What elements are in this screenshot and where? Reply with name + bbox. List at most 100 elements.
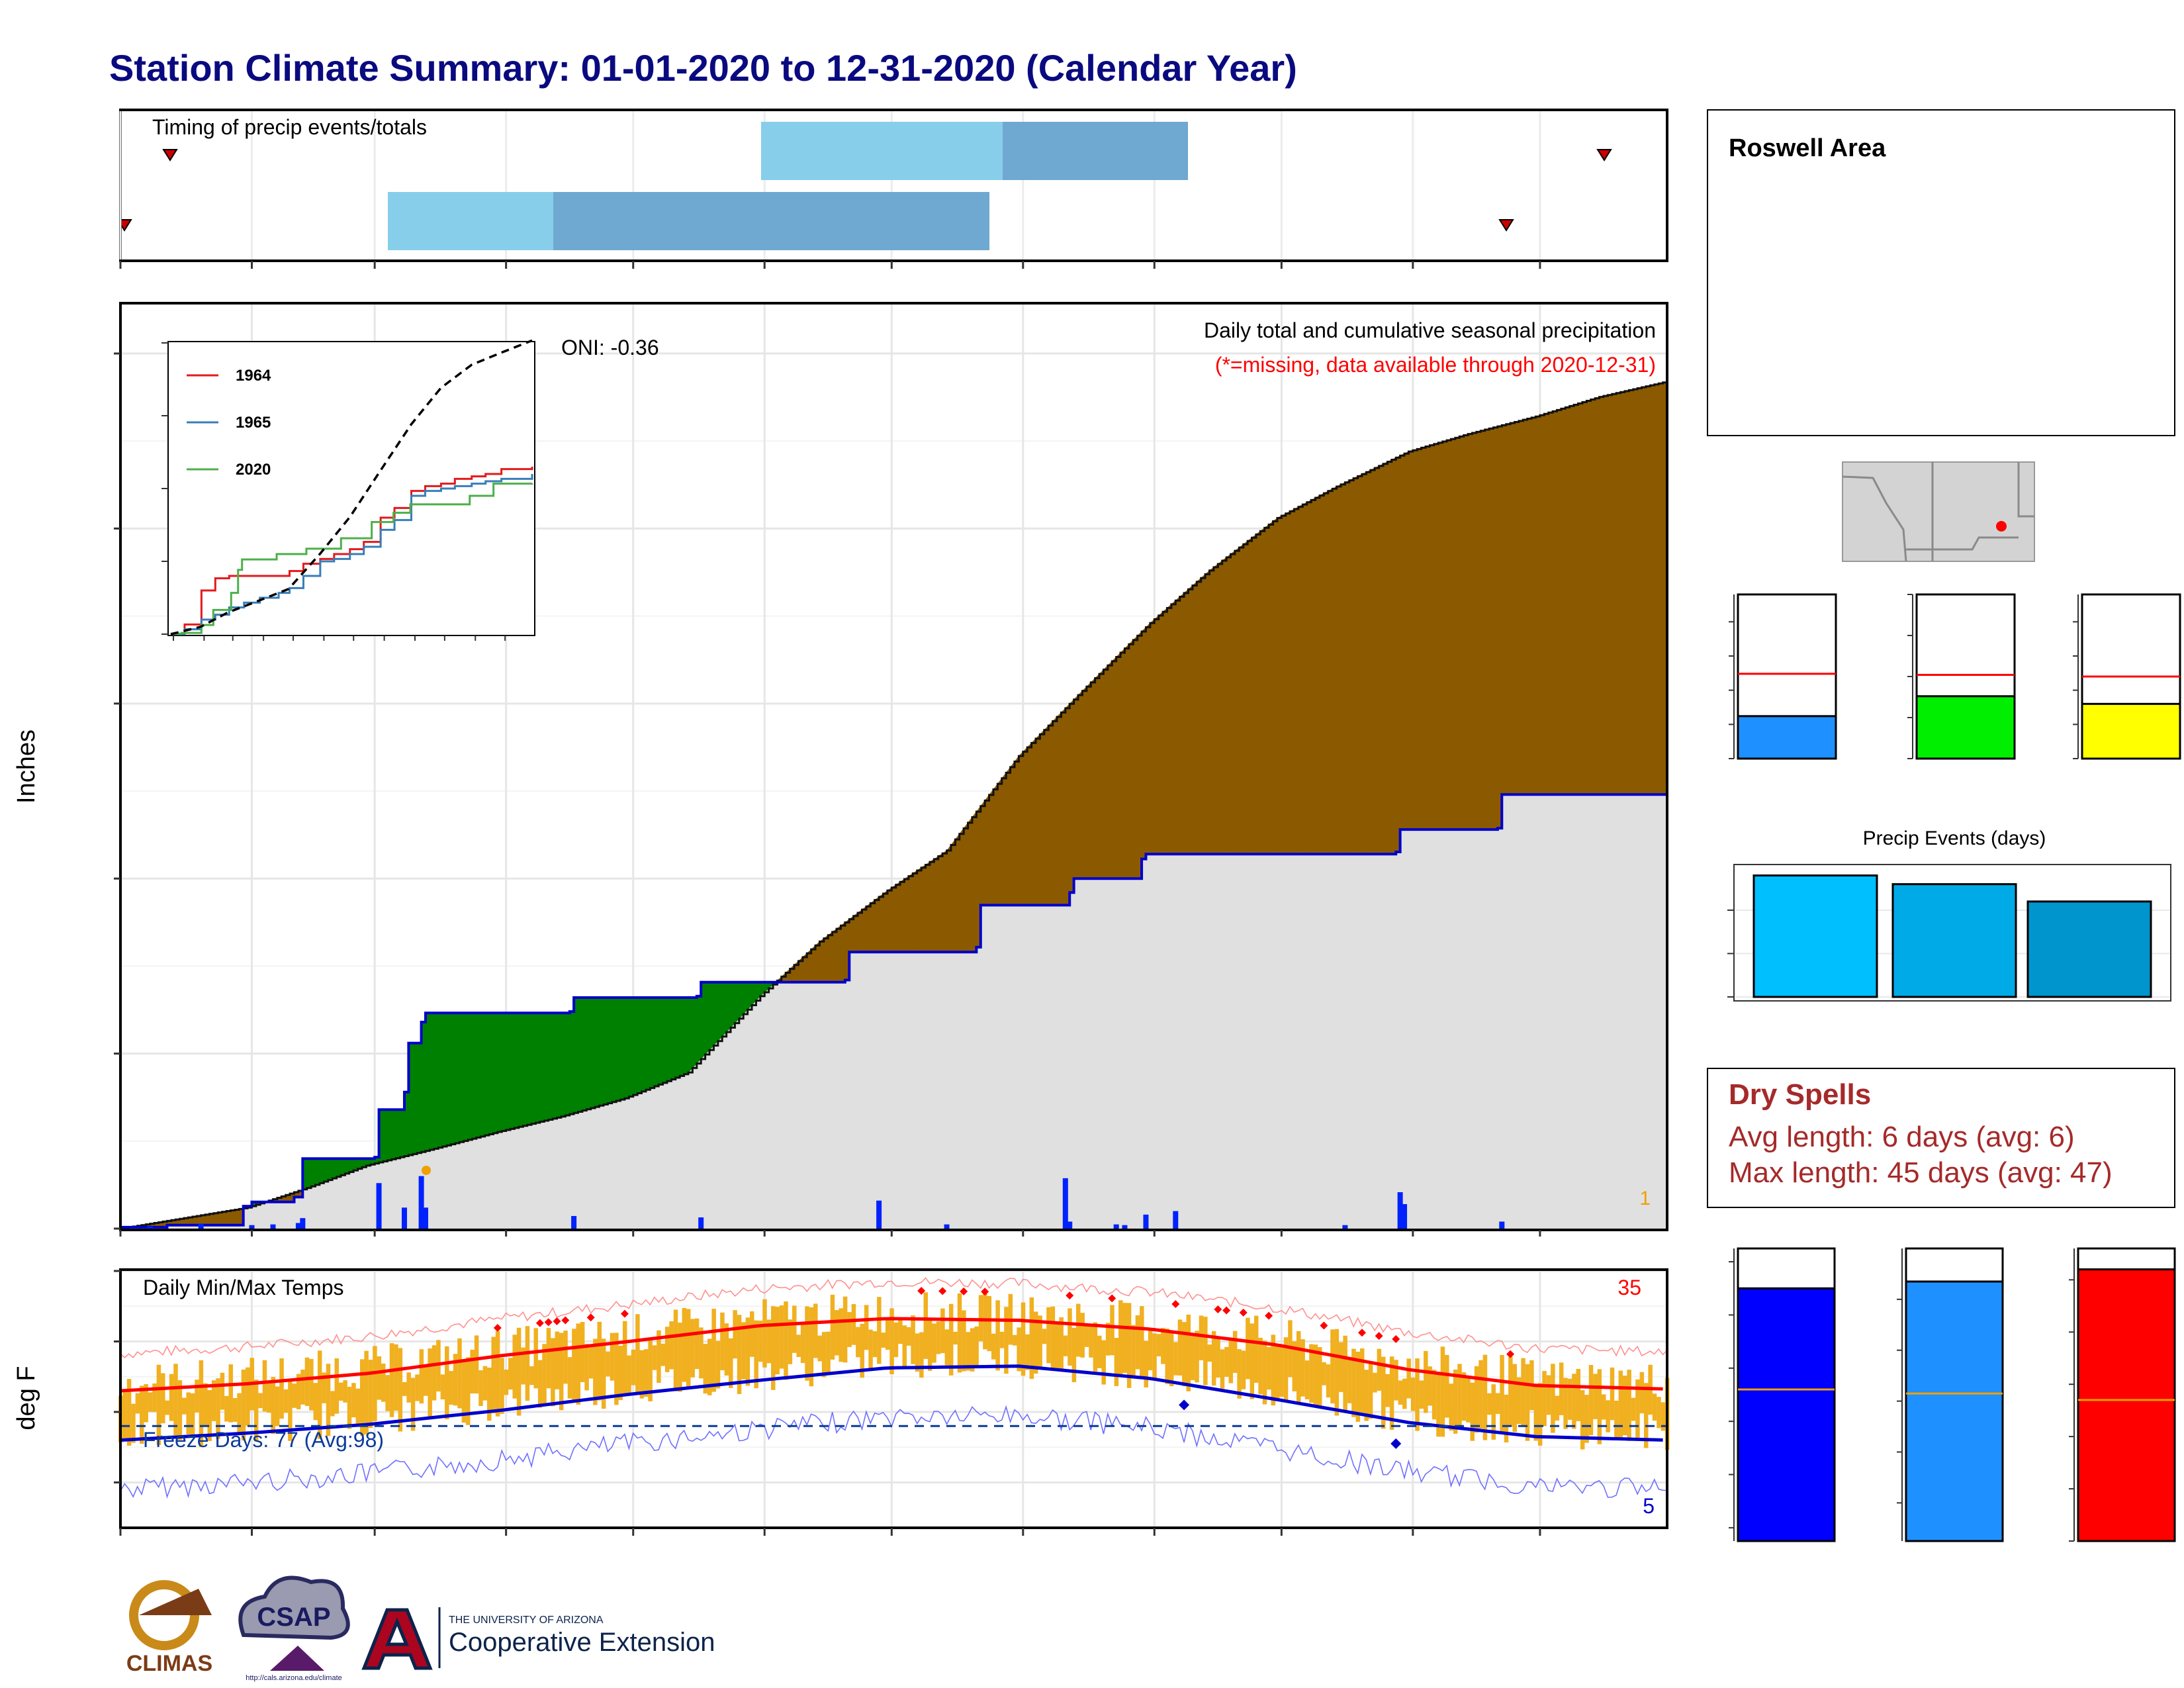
precip-diff-fill-day — [1111, 656, 1116, 879]
temp-daily-bar — [1343, 1335, 1347, 1413]
dry-spells-avg: Avg length: 6 days (avg: 6) — [1729, 1121, 2075, 1153]
temp-daily-bar — [597, 1321, 602, 1401]
temp-daily-bar — [1042, 1329, 1047, 1344]
precip-diff-fill-day — [1548, 410, 1553, 795]
temp-daily-bar — [1203, 1317, 1208, 1385]
temp-daily-bar — [1156, 1334, 1161, 1356]
temp-daily-bar — [126, 1379, 132, 1446]
precip-daily-bar — [1402, 1203, 1408, 1229]
temp-daily-bar — [1419, 1380, 1424, 1409]
precip-panel-title: Daily total and cumulative seasonal prec… — [1204, 318, 1656, 342]
temp-daily-bar — [1258, 1337, 1263, 1395]
timing-bar-25-50-0 — [761, 122, 1003, 180]
precip-diff-fill-day — [467, 1012, 473, 1141]
temp-daily-bar — [546, 1328, 551, 1389]
record-high-marker — [1239, 1308, 1248, 1317]
temp-daily-bar — [1021, 1302, 1026, 1376]
precip-diff-fill-day — [1608, 393, 1613, 795]
precip-diff-fill-day — [1289, 508, 1295, 855]
precip-diff-fill-day — [569, 1011, 574, 1115]
precip-panel-frame — [119, 302, 1668, 1231]
precip-daily-bar — [422, 1207, 428, 1229]
temp-daily-bar — [1516, 1377, 1522, 1425]
precip-diff-fill-day — [1493, 426, 1498, 830]
temp-daily-bar — [690, 1319, 695, 1378]
temp-daily-bar — [1012, 1335, 1017, 1346]
precip-diff-fill-day — [1069, 698, 1074, 893]
temp-daily-bar — [1105, 1323, 1111, 1356]
temp-daily-bar — [652, 1345, 657, 1370]
temp-daily-bar — [639, 1350, 645, 1399]
precip-diff-fill-day — [1061, 708, 1066, 906]
temp-daily-bar — [915, 1333, 920, 1372]
temp-daily-bar — [1601, 1394, 1606, 1420]
events-bar-moderate — [1891, 883, 2017, 998]
temp-daily-bar — [322, 1372, 326, 1403]
precip-daily-bar — [1067, 1221, 1073, 1229]
temp-daily-bar — [1317, 1347, 1322, 1408]
precip-diff-fill-day — [887, 887, 892, 953]
precip-diff-fill-day — [1357, 473, 1363, 855]
precip-diff-fill-day — [315, 1158, 320, 1186]
temp-daily-bar — [1089, 1324, 1093, 1358]
temp-y-axis — [114, 1270, 120, 1483]
temp-daily-bar — [1101, 1340, 1106, 1385]
temp-daily-bar — [991, 1333, 996, 1360]
temp-daily-bar — [1635, 1379, 1640, 1438]
temp-daily-bar — [156, 1364, 161, 1446]
temp-daily-bar — [140, 1385, 144, 1444]
precip-diff-fill-day — [950, 839, 956, 953]
precip-diff-fill-day — [1120, 647, 1125, 879]
temp-daily-bar — [224, 1395, 229, 1422]
precip-diff-fill-day — [917, 867, 922, 953]
precip-diff-fill-day — [510, 1012, 515, 1129]
climas-logo[interactable]: CLIMAS — [126, 1580, 212, 1676]
precip-diff-fill-day — [1099, 669, 1104, 879]
inset-series-line-2020 — [171, 483, 533, 635]
temp-daily-bar — [317, 1350, 322, 1439]
legend-label-1964: 1964 — [236, 367, 271, 385]
precip-diff-fill-day — [1213, 563, 1218, 855]
temp-daily-bar — [182, 1397, 187, 1415]
temp-daily-bar — [1597, 1369, 1602, 1444]
temp-daily-bar — [779, 1305, 784, 1369]
precip-daily-bar — [1499, 1221, 1505, 1229]
precip-diff-fill-day — [1603, 395, 1608, 795]
precip-diff-fill-day — [1035, 733, 1040, 906]
temp-daily-bar — [1622, 1376, 1627, 1436]
temp-daily-bar — [1207, 1344, 1212, 1362]
precip-diff-fill-day — [1400, 453, 1405, 830]
ua-cooperative-extension-logo[interactable]: THE UNIVERSITY OF ARIZONA Cooperative Ex… — [361, 1607, 715, 1670]
temp-daily-bar — [1406, 1358, 1411, 1399]
temp-daily-bar — [877, 1297, 882, 1364]
temp-daily-bar — [999, 1331, 1005, 1348]
dry-spells-title: Dry Spells — [1729, 1078, 1871, 1111]
precip-diff-fill-day — [662, 997, 668, 1084]
precip-diff-fill-day — [1523, 418, 1528, 795]
temp-daily-bar — [1262, 1340, 1267, 1405]
temp-daily-bar — [258, 1393, 263, 1409]
temp-daily-bar — [559, 1333, 564, 1411]
precip-diff-fill-day — [827, 931, 833, 983]
temp-daily-bar — [1131, 1325, 1136, 1377]
precip-diff-fill-day — [615, 997, 621, 1102]
temp-daily-bar — [1338, 1342, 1343, 1392]
precip-diff-fill-day — [1620, 391, 1625, 795]
precip-diff-fill-day — [874, 896, 880, 953]
temp-daily-bar — [262, 1360, 267, 1412]
temp-daily-bar — [470, 1349, 475, 1394]
precip-diff-fill-day — [1158, 611, 1163, 855]
precip-diff-fill-day — [412, 1043, 418, 1154]
temp-daily-bar — [1237, 1349, 1242, 1399]
precip-diff-fill-day — [929, 859, 934, 953]
temp-daily-bar — [627, 1355, 631, 1393]
temp-daily-bar — [1606, 1400, 1610, 1432]
csap-logo[interactable]: CSAP http://cals.arizona.edu/climate — [238, 1575, 350, 1682]
precip-diff-fill-day — [1455, 436, 1460, 830]
gauge-value-bar-1 — [1915, 695, 2016, 760]
temp-daily-bar — [631, 1349, 636, 1385]
temp-daily-bar — [402, 1382, 407, 1396]
temp-daily-bar — [821, 1332, 827, 1378]
temp-daily-bar — [542, 1344, 547, 1407]
precip-daily-bar — [270, 1224, 276, 1229]
